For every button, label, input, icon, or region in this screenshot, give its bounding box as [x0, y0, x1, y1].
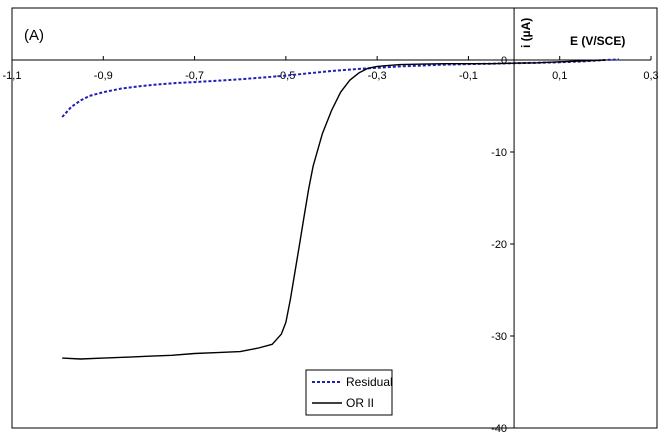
axes-layer: -1,1 -0,9 -0,7 -0,5 -0,3 -0,1 0,1 0,30-10-20-30…: [3, 8, 659, 432]
x-tick-label: 0,3: [643, 70, 658, 82]
legend-box: [305, 369, 393, 416]
x-tick-label: 0,1: [552, 70, 567, 82]
x-tick-label: -1,1: [3, 70, 22, 82]
x-axis-title: E (V/SCE): [570, 34, 625, 48]
y-tick-label: -30: [491, 331, 507, 343]
x-tick-label: -0,7: [185, 70, 204, 82]
y-tick-label: -10: [491, 147, 507, 159]
legend-label-or-ii: OR II: [346, 396, 374, 410]
series-layer: [61, 58, 620, 360]
series-line-or-ii: [62, 59, 606, 360]
y-tick-label: -40: [491, 423, 507, 432]
legend: Residual OR II: [305, 369, 393, 416]
x-tick-label: -0,3: [368, 70, 387, 82]
y-tick-label: 0: [501, 55, 507, 67]
y-axis-title: i (µA): [519, 18, 533, 48]
y-tick-label: -20: [491, 239, 507, 251]
panel-label: (A): [24, 27, 44, 44]
series-line-residual: [61, 58, 620, 118]
x-tick-label: -0,1: [459, 70, 478, 82]
x-tick-label: -0,9: [94, 70, 113, 82]
legend-label-residual: Residual: [346, 375, 393, 389]
